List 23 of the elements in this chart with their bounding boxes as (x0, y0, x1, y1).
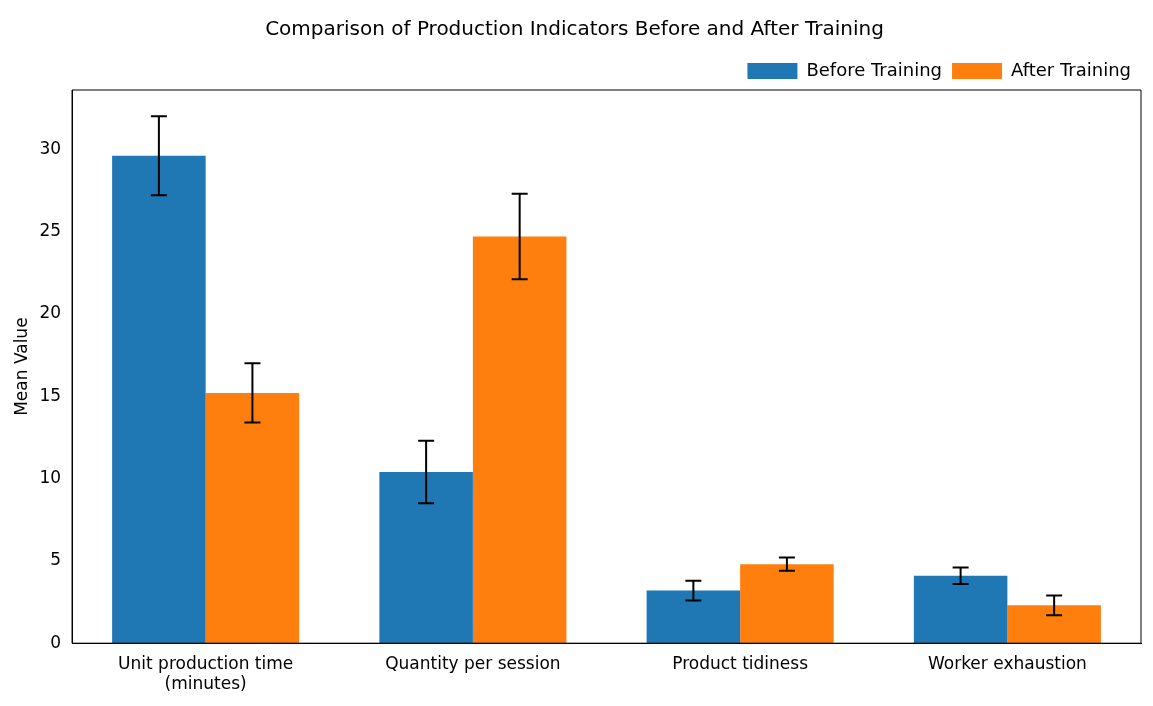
legend-label: After Training (1011, 58, 1132, 80)
bar (112, 155, 206, 644)
y-tick-label: 0 (50, 631, 62, 652)
y-tick-label: 5 (50, 549, 62, 570)
y-tick-label: 15 (39, 384, 62, 405)
y-tick-label: 20 (39, 302, 62, 323)
chart-title: Comparison of Production Indicators Before and After Training (265, 16, 884, 41)
y-tick-label: 25 (39, 220, 62, 241)
bar (472, 236, 567, 644)
y-axis-title: Mean Value (10, 317, 31, 416)
x-tick-label: Unit production time (minutes) (118, 652, 294, 694)
x-tick-label: Worker exhaustion (927, 652, 1087, 673)
bar (379, 471, 473, 644)
y-tick-label: 10 (39, 466, 62, 487)
x-tick-label: Product tidiness (672, 652, 809, 673)
x-tick-label: Quantity per session (385, 652, 561, 673)
bar (1007, 605, 1101, 644)
y-tick-label: 30 (39, 137, 62, 158)
bar (205, 392, 300, 644)
bar (740, 564, 834, 644)
legend-label: Before Training (806, 58, 943, 80)
bar (646, 590, 741, 644)
bar (913, 575, 1008, 644)
